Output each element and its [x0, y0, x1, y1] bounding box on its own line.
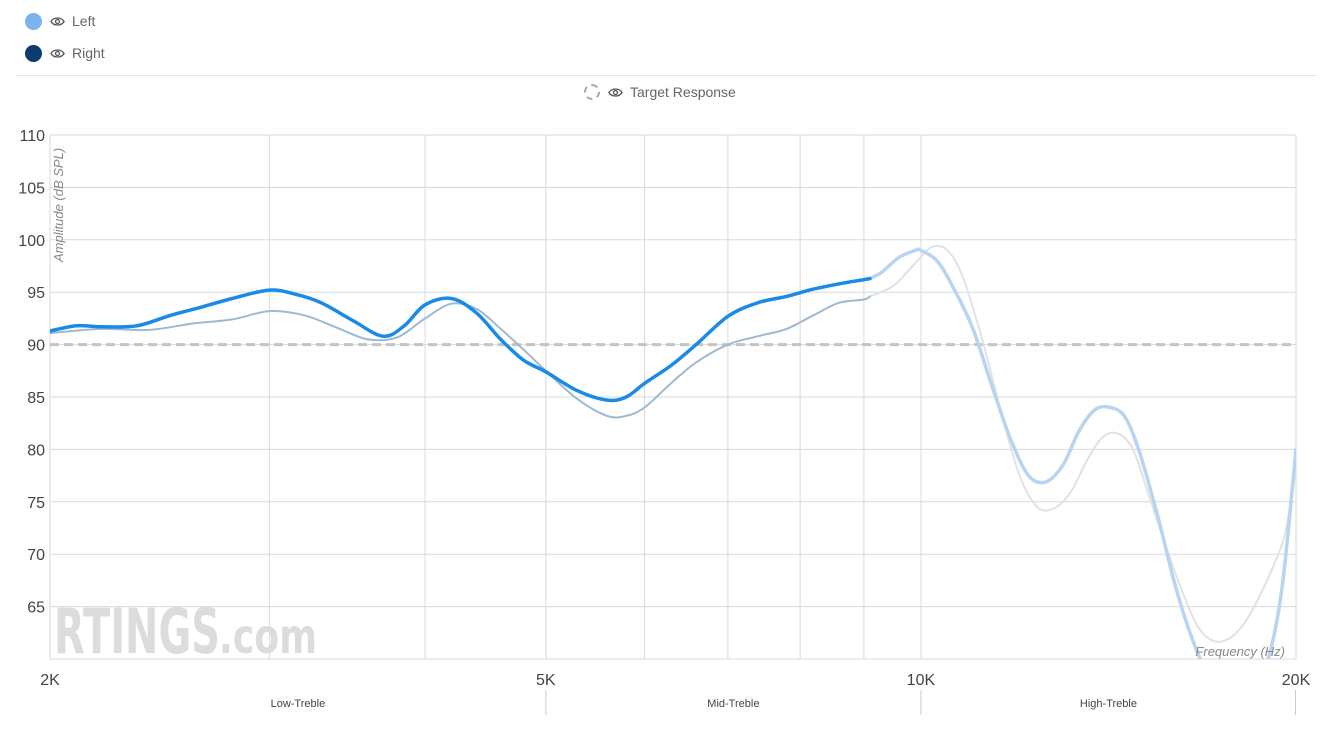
legend-label-left: Left [72, 13, 96, 29]
region-label: Mid-Treble [707, 698, 759, 710]
legend-item-left[interactable]: Left [15, 5, 666, 37]
x-tick-label: 5K [536, 672, 556, 689]
legend-label-right: Right [72, 45, 105, 61]
y-tick-label: 95 [27, 285, 45, 302]
x-axis-title: Frequency (Hz) [1195, 644, 1285, 659]
watermark-suffix: .com [219, 609, 317, 665]
x-tick-label: 2K [40, 672, 60, 689]
x-tick-label: 20K [1282, 672, 1311, 689]
region-label: Low-Treble [271, 698, 326, 710]
target-label: Target Response [630, 84, 736, 100]
region-labels: Low-Treble Mid-Treble High-Treble [271, 690, 1296, 715]
series-line-right-faded [868, 244, 1296, 643]
region-label: High-Treble [1080, 698, 1137, 710]
y-tick-label: 70 [27, 547, 45, 564]
watermark: RTINGS .com [54, 595, 317, 668]
tick-labels: 65 70 75 80 85 90 95 100 105 110 2K 5K 10K 20K [18, 128, 1310, 689]
eye-icon[interactable] [50, 16, 65, 27]
y-tick-label: 105 [18, 180, 45, 197]
right-color-swatch [25, 44, 42, 62]
eye-icon[interactable] [50, 48, 65, 59]
y-tick-label: 90 [27, 338, 45, 355]
target-swatch [584, 84, 600, 100]
y-tick-label: 80 [27, 442, 45, 459]
legend-divider [15, 75, 1317, 76]
legend-item-target[interactable]: Target Response [584, 81, 736, 103]
legend-item-right[interactable]: Right [15, 37, 666, 69]
left-color-swatch [25, 12, 42, 30]
x-tick-label: 10K [907, 672, 936, 689]
y-tick-label: 65 [27, 600, 45, 617]
y-axis-title: Amplitude (dB SPL) [51, 148, 66, 263]
series-line-left-faded [868, 247, 1296, 659]
y-tick-label: 100 [18, 233, 45, 250]
y-tick-label: 110 [19, 128, 45, 145]
y-tick-label: 85 [27, 390, 45, 407]
grid [49, 134, 1297, 660]
eye-icon[interactable] [608, 87, 623, 98]
series-lines [50, 244, 1296, 659]
y-tick-label: 75 [27, 495, 45, 512]
series-line-left [50, 276, 872, 403]
watermark-text: RTINGS [54, 595, 220, 668]
series-line-right [50, 295, 871, 419]
